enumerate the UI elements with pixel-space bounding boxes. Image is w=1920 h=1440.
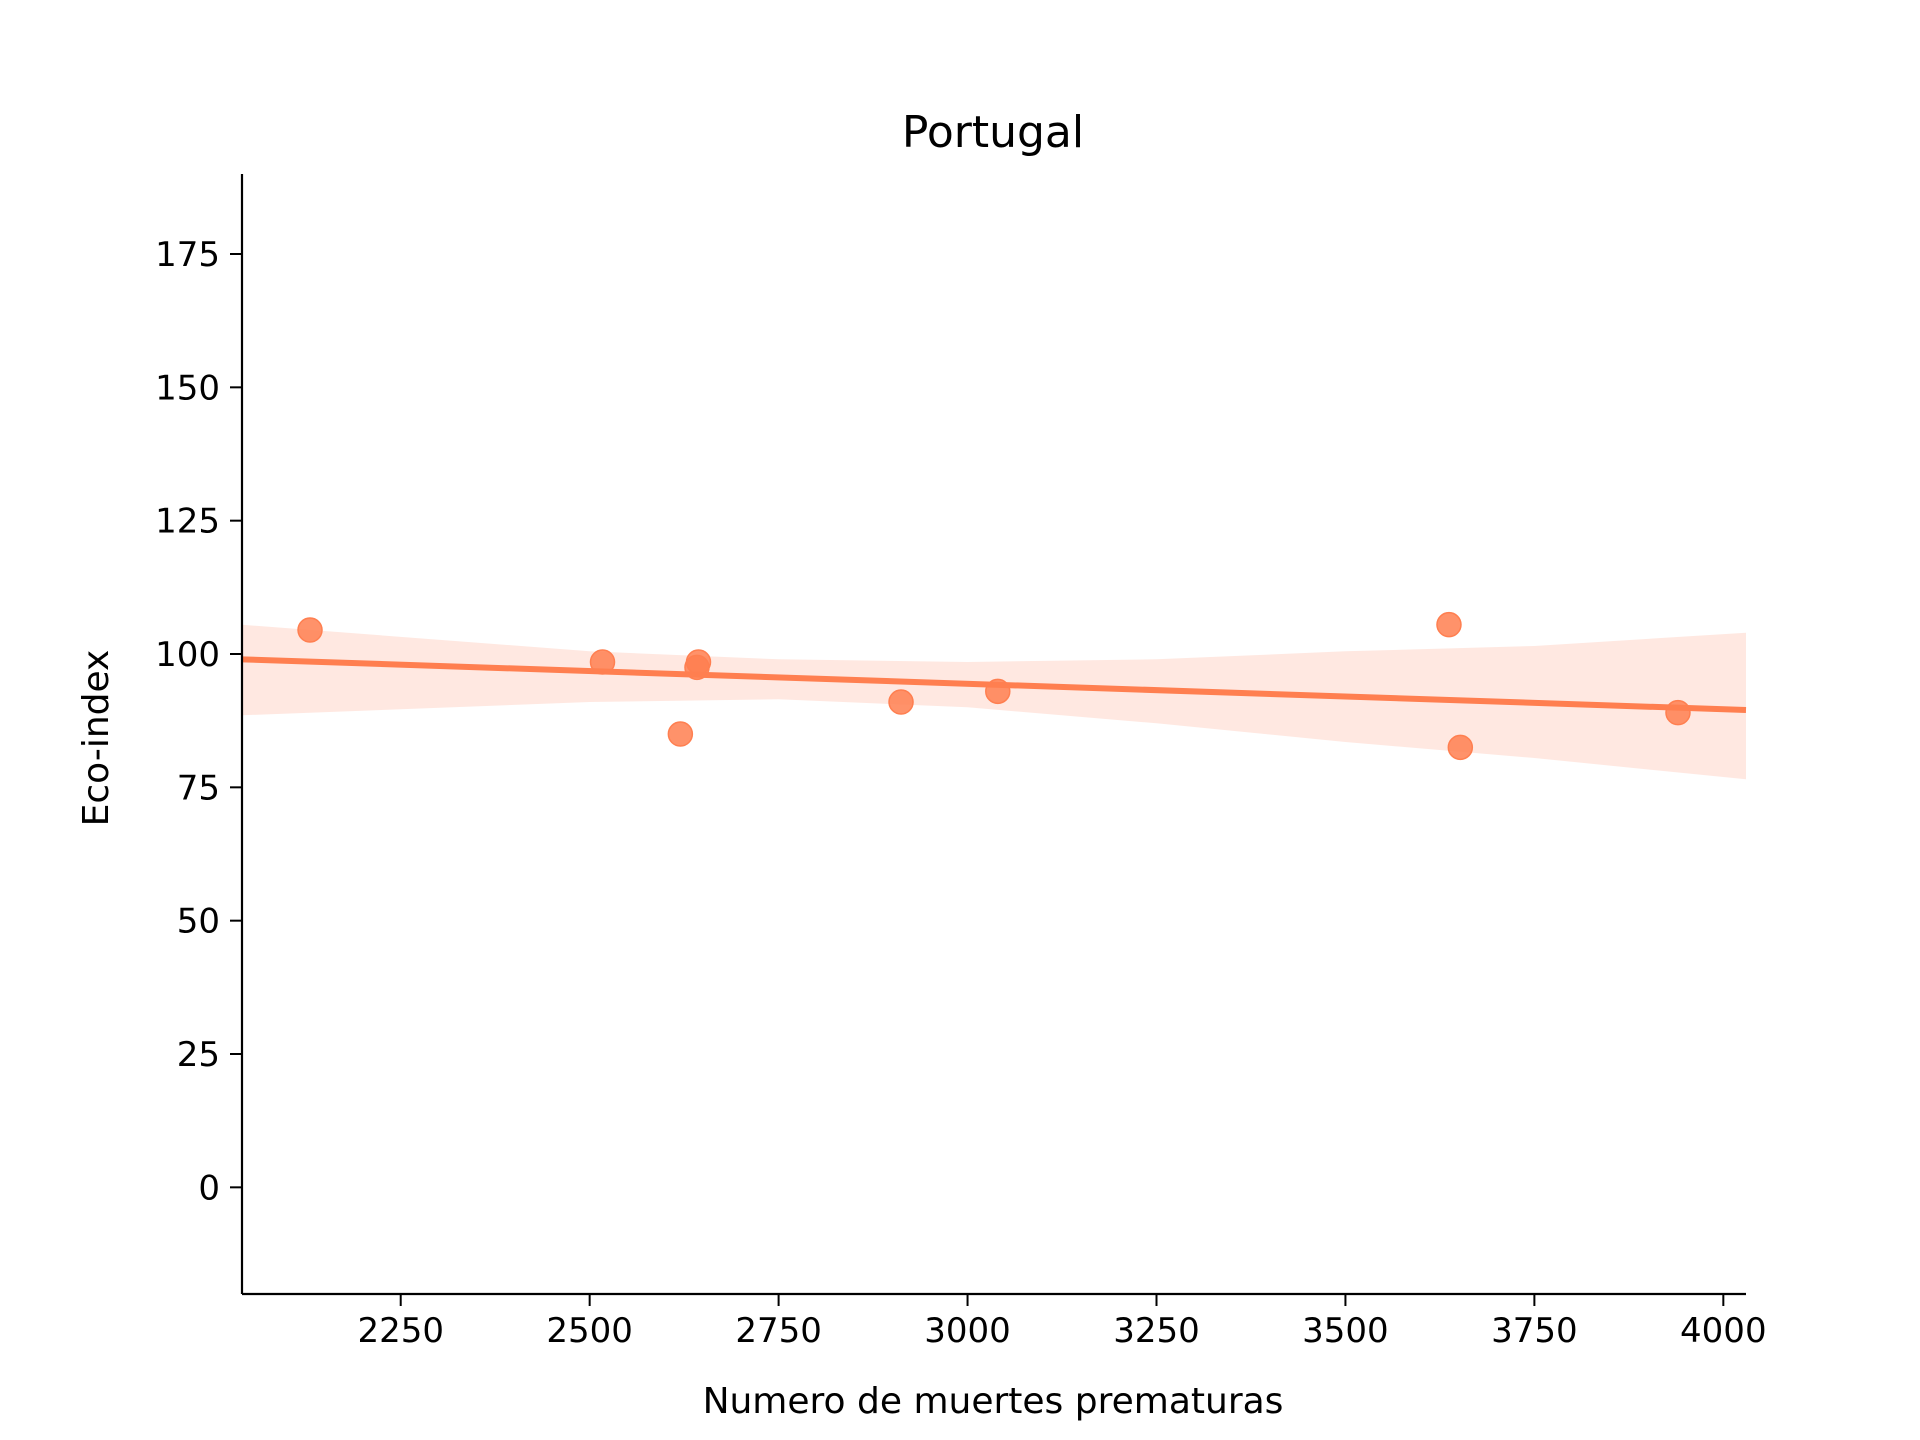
data-point — [589, 649, 616, 675]
x-tick-label: 4000 — [1680, 1311, 1767, 1351]
data-point — [297, 617, 323, 643]
data-point — [685, 649, 712, 675]
data-point — [1665, 699, 1691, 726]
x-tick-label: 2750 — [735, 1311, 822, 1351]
plot-area — [241, 611, 1747, 780]
y-tick-label: 125 — [155, 502, 220, 542]
data-point — [1447, 734, 1474, 761]
data-point — [667, 721, 694, 747]
data-point — [1436, 611, 1462, 638]
y-tick-label: 150 — [155, 368, 220, 408]
x-axis-label: Numero de muertes prematuras — [703, 1381, 1284, 1422]
y-tick-label: 50 — [177, 902, 220, 942]
data-point — [888, 689, 914, 715]
y-tick-label: 75 — [177, 768, 220, 808]
y-tick-label: 0 — [198, 1168, 220, 1208]
x-tick-label: 3000 — [924, 1311, 1011, 1351]
y-tick-label: 175 — [155, 235, 220, 275]
data-point — [985, 678, 1011, 705]
x-tick-label: 3250 — [1113, 1311, 1200, 1351]
y-tick-label: 100 — [155, 635, 220, 675]
y-axis-label: Eco-index — [76, 650, 117, 827]
chart-title: Portugal — [902, 107, 1084, 158]
x-ticks: 2250 2500 2750 3000 3250 3500 3750 4000 — [357, 1294, 1767, 1351]
x-tick-label: 3500 — [1302, 1311, 1389, 1351]
x-tick-label: 2500 — [546, 1311, 633, 1351]
x-tick-label: 3750 — [1491, 1311, 1578, 1351]
y-tick-label: 25 — [177, 1035, 220, 1075]
x-tick-label: 2250 — [357, 1311, 444, 1351]
y-ticks: 0 25 50 75 100 125 150 175 — [155, 235, 242, 1208]
